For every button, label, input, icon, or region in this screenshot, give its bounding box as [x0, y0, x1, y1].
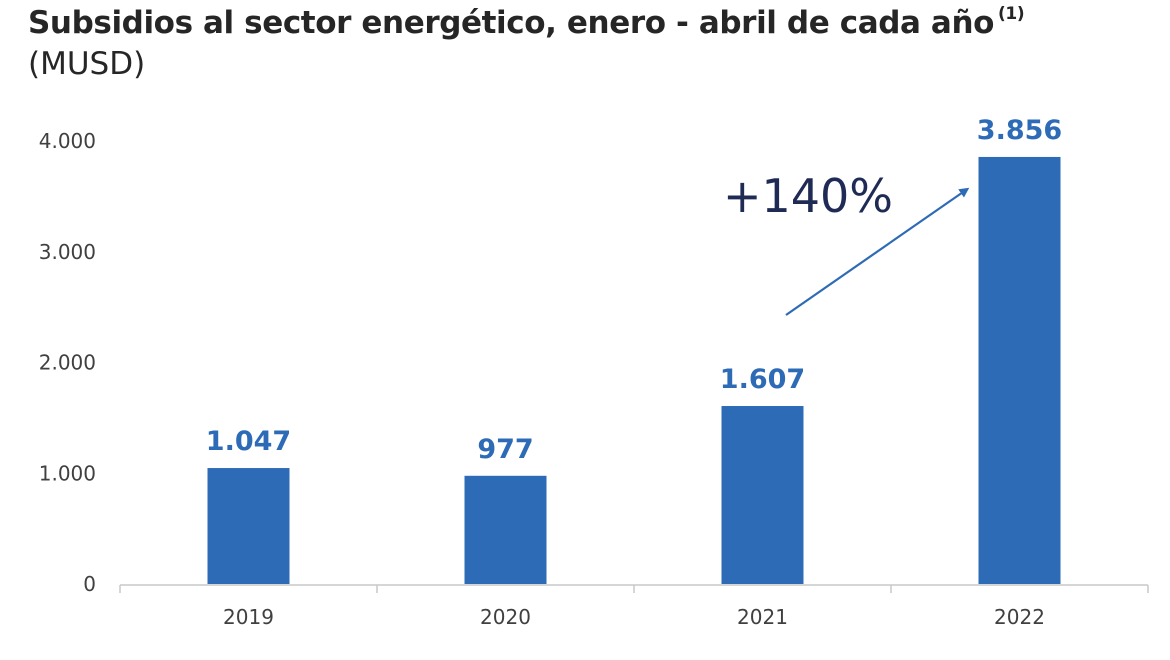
- x-tick-label: 2022: [994, 605, 1045, 629]
- y-tick-label: 2.000: [39, 351, 96, 375]
- bar-2019: [207, 468, 290, 584]
- chart-title-text: Subsidios al sector energético, enero - …: [28, 5, 995, 41]
- y-tick-label: 0: [83, 572, 96, 596]
- data-label-2019: 1.047: [206, 426, 291, 457]
- chart-title: Subsidios al sector energético, enero - …: [28, 4, 1025, 41]
- growth-percentage-label: +140%: [723, 169, 893, 223]
- data-label-2021: 1.607: [720, 364, 805, 395]
- bar-2021: [721, 406, 804, 584]
- bar-2020: [464, 475, 547, 584]
- data-labels: 1.047 977 1.607 3.856: [206, 115, 1062, 465]
- growth-annotation: +140%: [723, 169, 970, 316]
- trend-arrow-icon: [785, 187, 970, 316]
- data-label-2022: 3.856: [977, 115, 1062, 146]
- chart-subtitle: (MUSD): [28, 46, 146, 82]
- y-axis: 0 1.000 2.000 3.000 4.000: [39, 129, 96, 596]
- x-tick-label: 2019: [223, 605, 274, 629]
- x-tick-label: 2021: [737, 605, 788, 629]
- y-tick-label: 1.000: [39, 461, 96, 485]
- y-tick-label: 4.000: [39, 129, 96, 153]
- x-tick-label: 2020: [480, 605, 531, 629]
- y-tick-label: 3.000: [39, 240, 96, 264]
- bar-2022: [978, 156, 1061, 584]
- x-axis: 2019 2020 2021 2022: [119, 584, 1149, 629]
- bars: [207, 156, 1061, 584]
- data-label-2020: 977: [477, 434, 533, 465]
- title-footnote-marker: (1): [998, 4, 1025, 24]
